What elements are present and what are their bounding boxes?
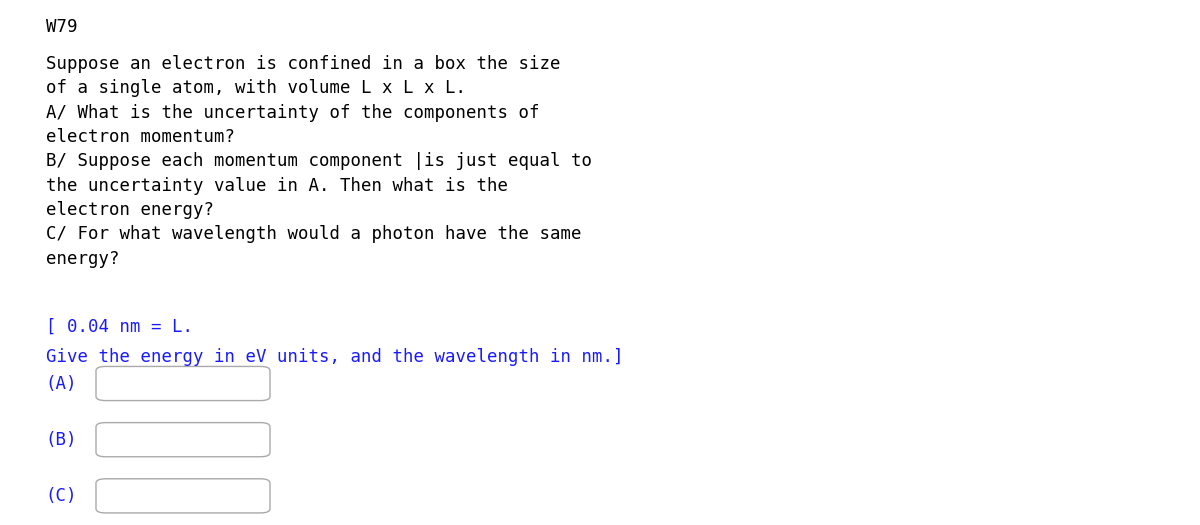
Text: Give the energy in eV units, and the wavelength in nm.]: Give the energy in eV units, and the wav… <box>46 348 623 365</box>
Text: (C): (C) <box>46 487 77 505</box>
Text: (B): (B) <box>46 431 77 449</box>
Text: [ 0.04 nm = L.: [ 0.04 nm = L. <box>46 318 192 335</box>
Text: (A): (A) <box>46 375 77 393</box>
Text: W79: W79 <box>46 18 77 36</box>
Text: Suppose an electron is confined in a box the size
of a single atom, with volume : Suppose an electron is confined in a box… <box>46 55 592 268</box>
FancyBboxPatch shape <box>96 479 270 513</box>
FancyBboxPatch shape <box>96 366 270 401</box>
FancyBboxPatch shape <box>96 423 270 457</box>
